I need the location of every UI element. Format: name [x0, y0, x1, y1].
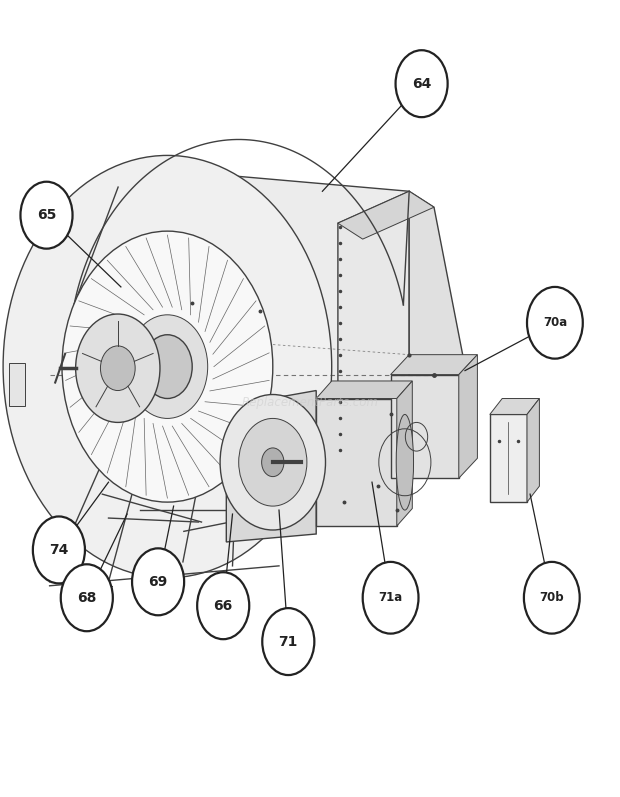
Text: 64: 64 [412, 77, 432, 91]
Text: 70b: 70b [539, 591, 564, 604]
Polygon shape [397, 381, 412, 526]
Circle shape [262, 608, 314, 675]
Text: 71: 71 [278, 634, 298, 649]
Polygon shape [409, 191, 465, 486]
Circle shape [20, 182, 73, 249]
Circle shape [143, 335, 192, 398]
Text: 65: 65 [37, 208, 56, 222]
Polygon shape [391, 355, 477, 375]
Ellipse shape [396, 414, 414, 510]
Text: ReplacementParts.com: ReplacementParts.com [242, 396, 378, 409]
Polygon shape [226, 391, 316, 542]
Circle shape [527, 287, 583, 359]
Polygon shape [527, 398, 539, 502]
Text: 69: 69 [148, 575, 168, 589]
FancyBboxPatch shape [316, 398, 397, 526]
Polygon shape [316, 381, 412, 398]
Circle shape [100, 346, 135, 391]
Bar [391, 375, 459, 478]
Text: 74: 74 [49, 543, 69, 557]
Polygon shape [338, 191, 434, 239]
Polygon shape [490, 398, 539, 414]
Text: 70a: 70a [542, 316, 567, 329]
Circle shape [363, 562, 419, 634]
Circle shape [262, 448, 284, 477]
Circle shape [3, 155, 332, 578]
Circle shape [61, 564, 113, 631]
Polygon shape [338, 191, 409, 518]
Text: 68: 68 [77, 591, 97, 605]
Circle shape [62, 231, 273, 502]
Bar [9, 363, 25, 406]
Circle shape [197, 572, 249, 639]
Circle shape [220, 395, 326, 530]
Circle shape [524, 562, 580, 634]
Circle shape [33, 516, 85, 583]
Text: 66: 66 [213, 599, 233, 613]
Circle shape [76, 314, 160, 422]
Circle shape [396, 50, 448, 117]
Polygon shape [184, 172, 409, 532]
Circle shape [127, 315, 208, 418]
Bar [490, 414, 527, 502]
Text: 71a: 71a [378, 591, 403, 604]
Polygon shape [459, 355, 477, 478]
Circle shape [132, 548, 184, 615]
Circle shape [239, 418, 307, 506]
